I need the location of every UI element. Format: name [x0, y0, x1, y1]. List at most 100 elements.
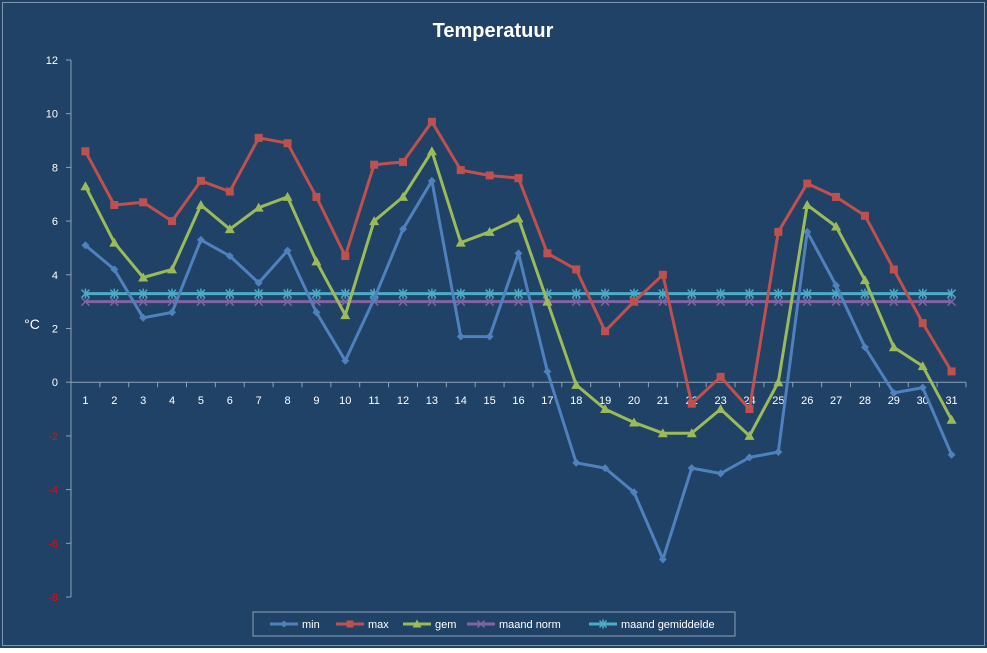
- data-point: [687, 464, 696, 473]
- x-tick-label: 16: [512, 395, 524, 407]
- data-point: [485, 297, 495, 307]
- series-group: [80, 117, 957, 564]
- data-point: [600, 297, 610, 307]
- y-tick-label: 0: [52, 377, 58, 389]
- data-point: [947, 297, 957, 307]
- data-point: [427, 176, 436, 185]
- data-point: [831, 221, 842, 231]
- data-point: [253, 202, 264, 212]
- data-point: [601, 464, 610, 473]
- data-point: [138, 288, 148, 299]
- x-tick-label: 9: [313, 395, 319, 407]
- data-point: [412, 619, 422, 628]
- data-point: [859, 275, 870, 285]
- data-point: [484, 226, 495, 236]
- data-point: [80, 288, 90, 299]
- data-point: [860, 297, 870, 307]
- x-tick-label: 5: [198, 395, 204, 407]
- data-point: [138, 297, 148, 307]
- data-point: [832, 192, 841, 201]
- data-point: [917, 361, 928, 371]
- data-point: [803, 179, 812, 188]
- data-point: [773, 377, 784, 387]
- data-point: [341, 252, 350, 261]
- x-tick-label: 31: [945, 395, 957, 407]
- x-tick-label: 17: [541, 395, 553, 407]
- data-point: [399, 158, 408, 167]
- x-tick-label: 27: [830, 395, 842, 407]
- y-tick-label: -8: [48, 592, 58, 604]
- data-point: [658, 270, 667, 279]
- data-point: [110, 200, 119, 209]
- data-point: [947, 450, 956, 459]
- data-point: [283, 297, 293, 307]
- x-tick-label: 11: [368, 395, 379, 407]
- data-point: [195, 199, 206, 209]
- data-point: [398, 297, 408, 307]
- data-point: [860, 343, 869, 352]
- data-point: [168, 217, 177, 226]
- data-point: [485, 171, 494, 180]
- data-point: [196, 235, 205, 244]
- series-maand-norm: [80, 297, 957, 307]
- data-point: [485, 332, 494, 341]
- data-point: [283, 246, 292, 255]
- data-point: [860, 288, 870, 299]
- y-tick-label: 8: [52, 162, 58, 174]
- legend-item: gem: [403, 619, 456, 631]
- data-point: [81, 241, 90, 250]
- data-point: [513, 297, 524, 307]
- data-point: [542, 296, 553, 306]
- data-point: [282, 191, 293, 201]
- data-point: [744, 297, 754, 307]
- series-min: [81, 176, 956, 564]
- x-tick-label: 2: [111, 395, 117, 407]
- legend-label: max: [368, 619, 389, 631]
- data-point: [280, 620, 288, 628]
- y-tick-label: 12: [46, 55, 58, 67]
- y-tick-label: -2: [48, 431, 58, 443]
- data-point: [774, 448, 783, 457]
- data-point: [196, 297, 206, 307]
- data-point: [456, 297, 466, 307]
- chart-title: Temperatuur: [433, 20, 554, 42]
- data-point: [802, 288, 812, 299]
- y-tick-label: -4: [48, 485, 58, 497]
- data-point: [572, 265, 581, 274]
- x-tick-label: 26: [801, 395, 813, 407]
- data-point: [254, 133, 263, 142]
- data-point: [254, 297, 264, 307]
- data-point: [716, 288, 726, 299]
- data-point: [802, 199, 813, 209]
- data-point: [370, 160, 379, 169]
- x-tick-label: 21: [657, 395, 669, 407]
- data-point: [918, 383, 927, 392]
- x-tick-label: 13: [426, 395, 438, 407]
- data-point: [456, 332, 465, 341]
- data-point: [346, 620, 354, 628]
- data-point: [225, 297, 235, 307]
- data-point: [312, 308, 321, 317]
- data-point: [543, 249, 552, 258]
- data-point: [571, 379, 582, 389]
- data-point: [455, 237, 466, 247]
- data-point: [370, 294, 379, 303]
- data-point: [628, 417, 639, 427]
- data-point: [312, 192, 321, 201]
- x-tick-label: 4: [169, 395, 175, 407]
- x-tick-label: 6: [227, 395, 233, 407]
- data-point: [254, 288, 264, 299]
- data-point: [860, 211, 869, 220]
- data-point: [774, 227, 783, 236]
- legend-item: maand gemiddelde: [589, 619, 715, 631]
- legend-label: gem: [435, 619, 456, 631]
- data-point: [398, 288, 408, 299]
- y-axis-label: °C: [24, 316, 40, 332]
- y-tick-label: 6: [52, 216, 58, 228]
- data-point: [687, 399, 696, 408]
- data-point: [658, 297, 668, 307]
- y-tick-label: 10: [46, 109, 58, 121]
- data-point: [687, 297, 697, 307]
